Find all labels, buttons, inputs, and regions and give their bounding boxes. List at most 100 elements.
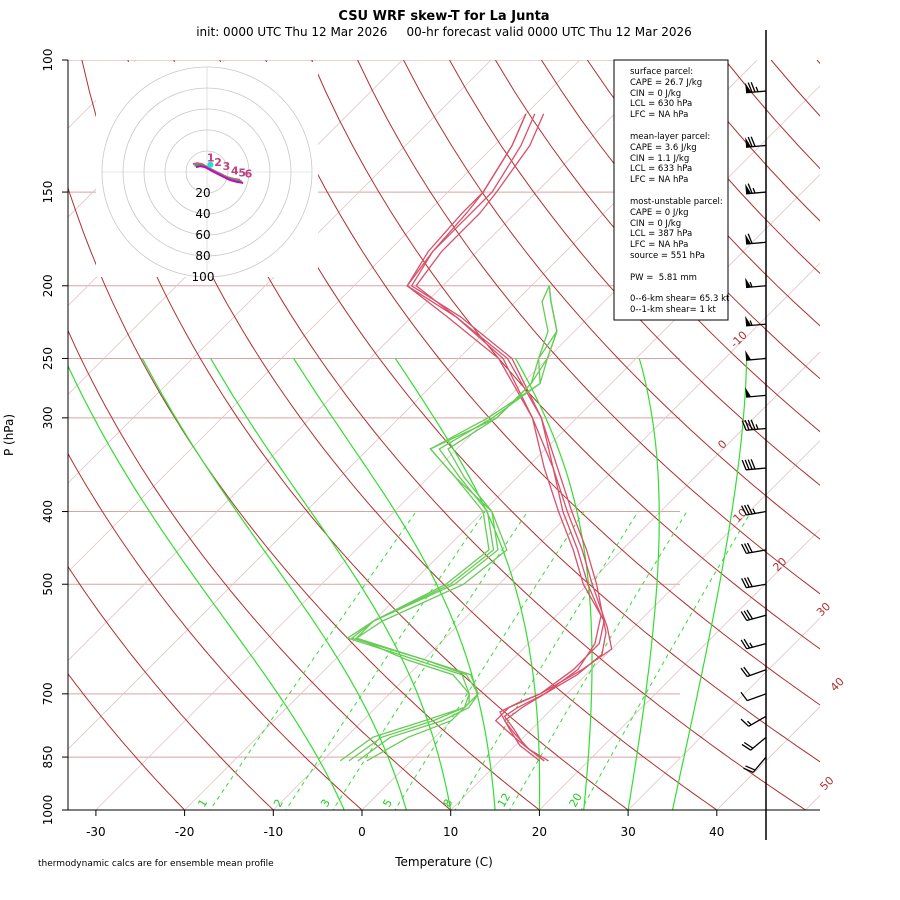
isotherm: [450, 440, 820, 810]
wind-barb-full: [744, 420, 750, 431]
wind-barb-full: [741, 459, 747, 471]
wind-barb-full: [750, 82, 756, 93]
wind-barb: [743, 756, 767, 773]
moist-adiabats: [68, 358, 748, 810]
dry-adiabat: [449, 60, 820, 486]
wind-barb-full: [750, 136, 756, 147]
mixing-ratio-line: [454, 511, 639, 810]
plot-area: [68, 60, 900, 826]
hodograph-height-label: 4: [231, 164, 239, 177]
stat-surface-cin: CIN = 0 J/kg: [630, 89, 681, 99]
dry-adiabats: [68, 60, 900, 826]
stat-surface-lcl: LCL = 630 hPa: [630, 99, 692, 109]
stats-box-frame: [613, 59, 729, 321]
hodograph-rings: 20 40 60 80 100: [101, 66, 313, 284]
stat-mu-cape: CAPE = 0 J/kg: [630, 208, 689, 218]
y-tick-label: 250: [41, 347, 55, 370]
stat-ml-header: mean-layer parcel:: [630, 132, 710, 142]
isotherm: [184, 174, 820, 810]
wind-barb-flag: [745, 183, 752, 194]
hodograph-ring-label: 80: [195, 249, 210, 263]
wind-barb-half: [755, 424, 759, 430]
y-tick-label: 500: [41, 573, 55, 596]
dewpoint-line: [355, 285, 558, 762]
wind-barb: [740, 666, 767, 678]
dry-adiabat: [816, 60, 820, 65]
isotherm: [68, 60, 581, 573]
hodograph-height-label: 3: [223, 160, 231, 173]
wind-barb-full: [743, 666, 751, 676]
moist-adiabat: [293, 358, 496, 810]
y-tick-label: 1000: [41, 795, 55, 826]
y-tick-label: 700: [41, 682, 55, 705]
wind-barb-half: [749, 642, 754, 648]
hodograph: 20 40 60 80 100 1 2 3 4 56: [96, 62, 318, 284]
x-tick-label: 30: [620, 825, 635, 839]
dry-adiabat: [403, 60, 820, 540]
isobars: [68, 60, 680, 810]
dry-adiabat: [173, 60, 807, 810]
wind-barb-full: [743, 543, 750, 554]
mixing-ratio-line: [394, 511, 585, 810]
wind-barb-shaft: [746, 549, 767, 555]
wind-barb-flag: [745, 350, 752, 361]
dry-adiabat: [127, 60, 718, 810]
wind-barb: [745, 315, 767, 327]
dewpoint-line: [339, 285, 550, 762]
wind-barb-shaft: [746, 642, 767, 650]
wind-barb-full: [743, 577, 750, 588]
dry-adiabat: [68, 329, 452, 810]
x-axis-label: Temperature (C): [394, 855, 493, 869]
wind-barb: [741, 577, 767, 589]
isotherm: [273, 262, 820, 810]
dry-adiabat: [68, 452, 363, 810]
moist-adiabat: [671, 358, 748, 810]
hodograph-ring: [164, 129, 250, 215]
wind-barb-full: [747, 136, 753, 147]
hodograph-ring: [122, 87, 292, 257]
wind-barb-flag: [745, 137, 752, 148]
wind-barb-full: [747, 419, 753, 430]
wind-barb-half: [752, 508, 756, 514]
dewpoint-line: [355, 285, 558, 762]
stat-ml-cape: CAPE = 3.6 J/kg: [630, 143, 697, 153]
wind-barb: [740, 609, 767, 622]
dry-adiabat: [357, 60, 820, 595]
wind-barb-full: [743, 767, 754, 773]
wind-barb: [745, 233, 767, 245]
hodograph-line: [195, 165, 244, 184]
stat-surface-cape: CAPE = 26.7 J/kg: [630, 78, 702, 88]
isotherm: [361, 351, 820, 810]
x-tick-label: 0: [358, 825, 366, 839]
wind-barb-full: [746, 542, 753, 553]
wind-barb-shaft: [746, 614, 767, 622]
stat-mu-source: source = 551 hPa: [630, 251, 705, 261]
wind-barb-half: [752, 187, 756, 194]
wind-barb-flag: [745, 277, 752, 288]
dry-adiabat: [68, 673, 186, 810]
hodograph-trace: 1 2 3 4 56: [192, 152, 253, 184]
wind-barb-flag: [745, 234, 752, 244]
footnote: thermodynamic calcs are for ensemble mea…: [38, 859, 274, 869]
dry-adiabat: [863, 60, 900, 826]
hodograph-ring: [101, 66, 313, 278]
dewpoint-line: [348, 285, 558, 762]
y-tick-label: 200: [41, 274, 55, 297]
wind-barb-full: [746, 577, 753, 587]
wind-barb-half: [749, 320, 753, 326]
wind-barb-flag: [745, 82, 752, 93]
hodograph-ring-label: 100: [192, 270, 215, 284]
isotherm: [627, 617, 820, 810]
wind-barb-shaft: [746, 323, 767, 327]
x-tick-label: 20: [532, 825, 547, 839]
stat-shear-1km: 0--1-km shear= 1 kt: [630, 305, 717, 315]
hodograph-ring: [185, 150, 229, 194]
wind-barb-full: [740, 611, 748, 621]
wind-barb: [741, 542, 767, 555]
wind-barb-shaft: [752, 756, 767, 773]
wind-barb-full: [743, 638, 751, 649]
hodograph-ring: [143, 108, 271, 236]
hodograph-ring-label: 40: [195, 207, 210, 221]
wind-barb-full: [740, 639, 748, 650]
